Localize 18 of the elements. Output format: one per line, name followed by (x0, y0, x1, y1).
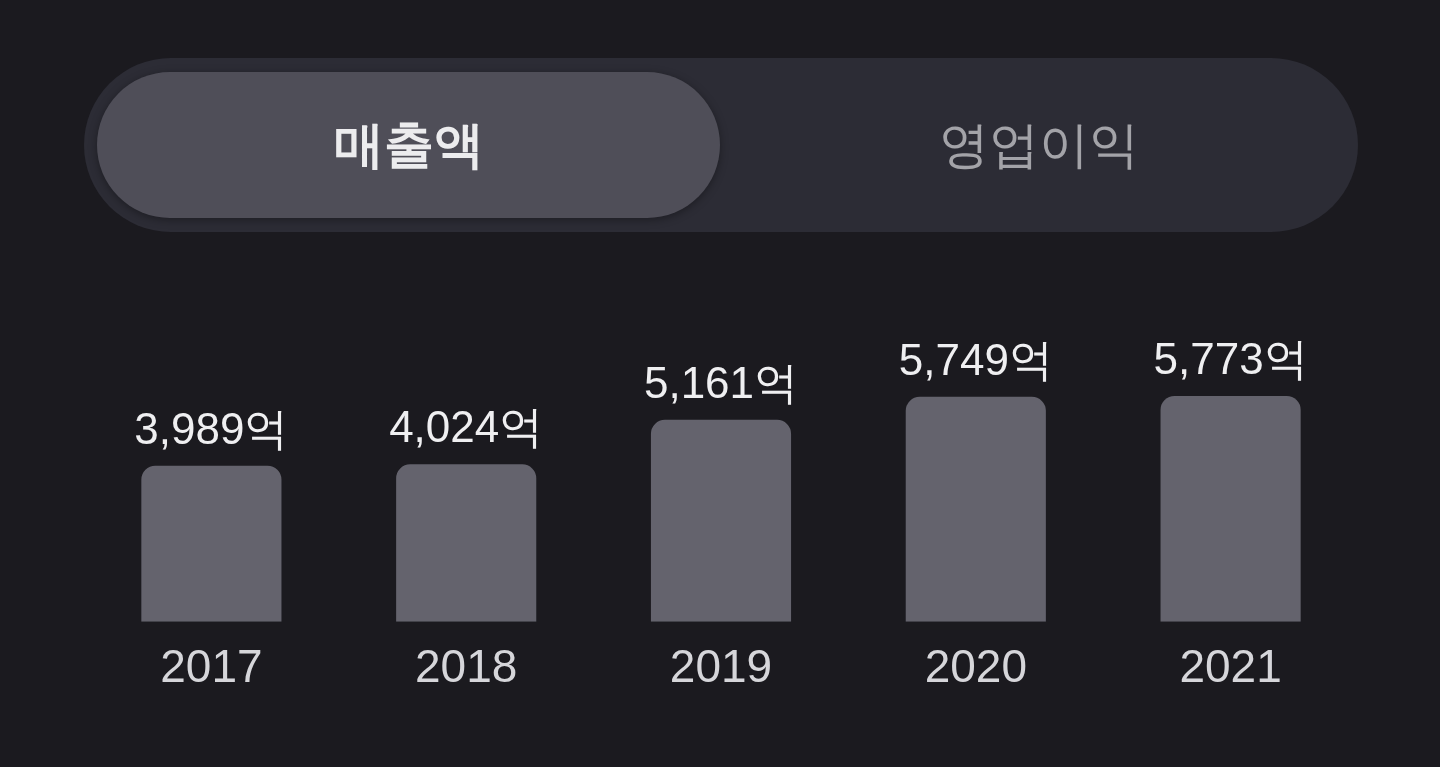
data-label: 5,773억 (1153, 333, 1308, 383)
data-label: 5,749억 (898, 334, 1053, 384)
bar (905, 396, 1046, 622)
bar (650, 419, 792, 622)
bar (141, 465, 282, 622)
bar (396, 464, 537, 622)
x-tick-label: 2020 (924, 640, 1027, 693)
data-label: 5,161억 (643, 357, 799, 407)
x-tick-label: 2021 (1179, 640, 1282, 693)
data-label: 3,989억 (134, 403, 289, 453)
x-tick-label: 2018 (415, 640, 518, 693)
data-label: 4,024억 (389, 402, 544, 452)
x-tick-label: 2017 (160, 640, 263, 693)
segmented-control: 매출액 영업이익 (84, 58, 1358, 232)
chart-title: 매출액 (333, 115, 484, 175)
x-tick-label: 2019 (669, 640, 773, 693)
bar (1160, 395, 1301, 622)
selected-tab: 매출액 (97, 72, 720, 218)
